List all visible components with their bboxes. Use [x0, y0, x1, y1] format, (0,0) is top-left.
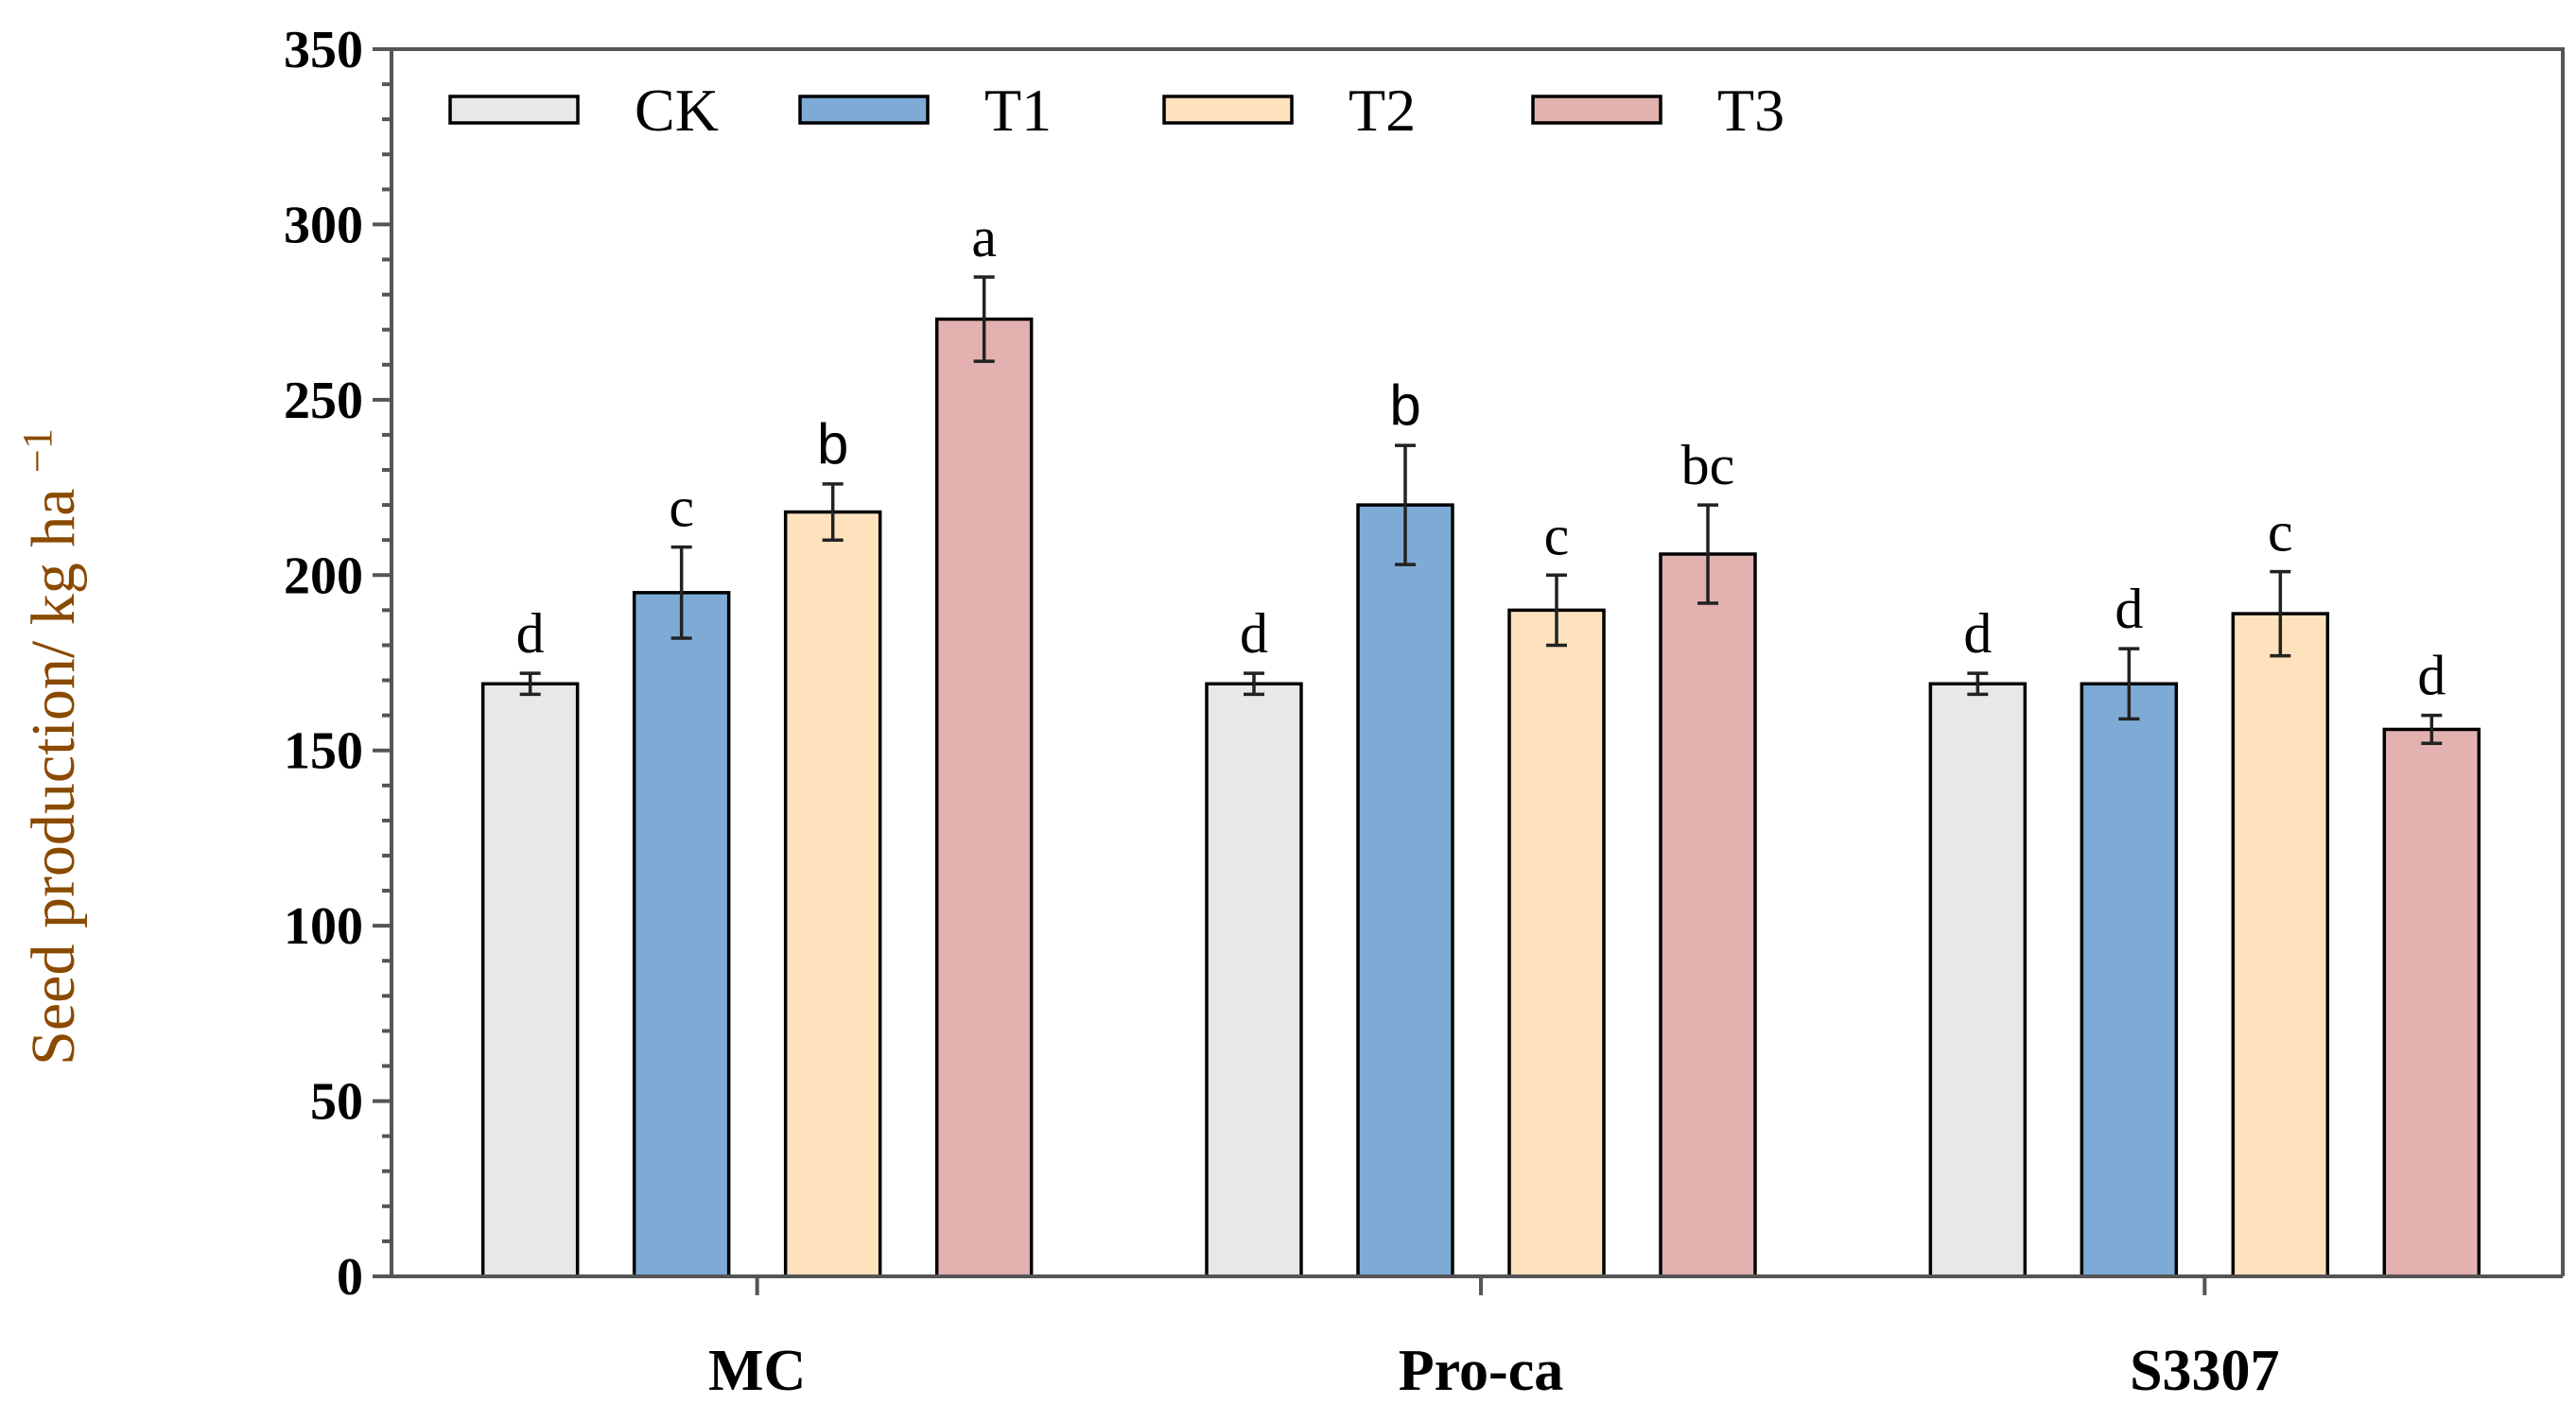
bar-ck: [480, 682, 580, 1278]
bar-t3: [934, 317, 1034, 1278]
y-axis-label: Seed production/ kg ha −1: [14, 428, 89, 1066]
significance-label: d: [1963, 602, 1992, 665]
significance-label: d: [2417, 645, 2445, 707]
significance-label: d: [2115, 578, 2143, 640]
legend-swatch-t3: [1531, 95, 1662, 125]
plot-frame: [392, 47, 2565, 1276]
legend-label-t3: T3: [1717, 77, 1784, 144]
y-axis-label-superscript: −1: [14, 428, 61, 473]
significance-label: c: [2268, 501, 2293, 563]
legend-label-t2: T2: [1349, 77, 1416, 144]
significance-label: a: [971, 206, 997, 269]
bar-ck: [1928, 682, 2028, 1278]
bar-t3: [1659, 552, 1757, 1278]
y-tick-label: 0: [337, 1248, 363, 1307]
legend-swatch-t1: [798, 95, 930, 125]
significance-label: d: [516, 602, 545, 665]
significance-label: c: [1544, 504, 1570, 566]
significance-label: b: [1389, 373, 1420, 437]
y-tick-label: 100: [284, 897, 363, 956]
y-tick-label: 300: [284, 196, 363, 254]
bar-t1: [1356, 503, 1454, 1278]
legend-label-ck: CK: [635, 77, 719, 144]
bar-t1: [632, 591, 731, 1278]
y-tick-label: 50: [310, 1073, 363, 1132]
x-category-label: Pro-ca: [1399, 1339, 1563, 1403]
bar-t2: [1507, 608, 1606, 1278]
x-category-label: MC: [708, 1339, 806, 1403]
y-tick-label: 150: [284, 722, 363, 781]
y-tick-label: 200: [284, 546, 363, 605]
significance-label: d: [1240, 602, 1268, 665]
x-category-label: S3307: [2130, 1339, 2279, 1403]
y-tick-label: 250: [284, 372, 363, 430]
bar-t2: [2231, 612, 2330, 1278]
bar-t2: [783, 510, 882, 1278]
legend-swatch-ck: [448, 95, 580, 125]
significance-label: bc: [1681, 434, 1735, 496]
significance-label: b: [817, 412, 848, 476]
y-tick-label: 350: [284, 21, 363, 79]
legend-swatch-t2: [1162, 95, 1294, 125]
bar-t1: [2080, 682, 2179, 1278]
bar-ck: [1205, 682, 1303, 1278]
legend-label-t1: T1: [984, 77, 1052, 144]
y-axis-label-text: Seed production/ kg ha: [19, 488, 88, 1065]
significance-label: c: [669, 477, 694, 539]
bar-t3: [2382, 727, 2481, 1278]
